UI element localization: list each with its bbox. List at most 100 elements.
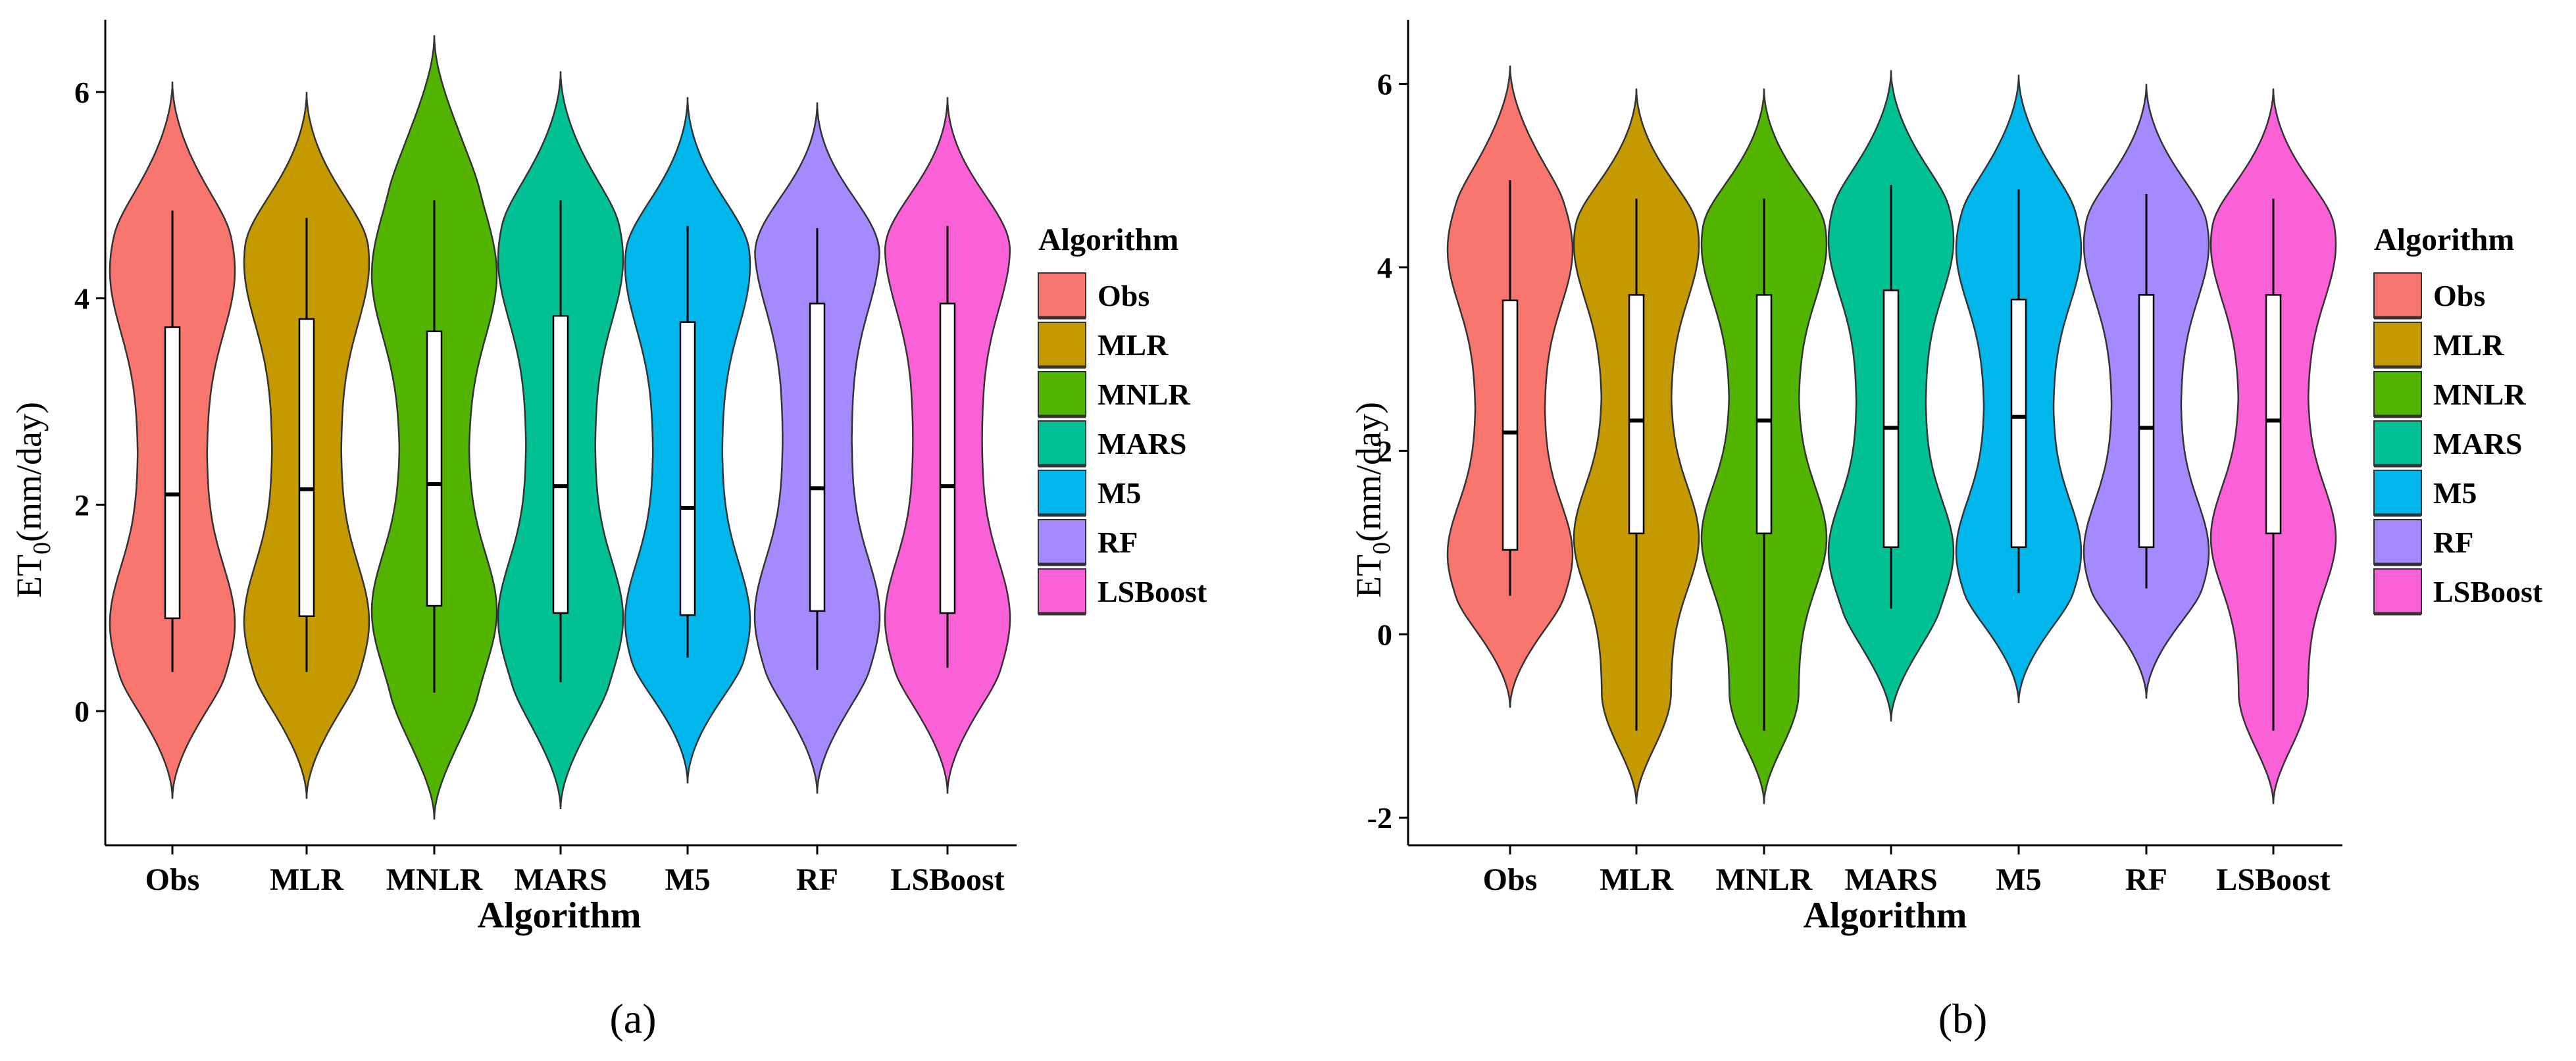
y-tick-label: -2: [1367, 801, 1392, 835]
x-axis-title: Algorithm: [1804, 895, 1967, 936]
legend-label: RF: [1098, 526, 1138, 559]
x-tick-label: MNLR: [1716, 862, 1813, 897]
x-tick-label: MARS: [1844, 862, 1937, 897]
violin-mars: [497, 71, 624, 810]
violin-obs: [109, 82, 236, 799]
legend-swatch: [1038, 272, 1086, 318]
y-tick-label: 0: [74, 695, 89, 728]
iqr-box: [809, 303, 826, 612]
violin-rf: [753, 102, 881, 794]
iqr-box: [298, 318, 315, 617]
panel-caption: (b): [1938, 995, 1988, 1042]
legend-label: RF: [2433, 526, 2473, 559]
x-axis-title: Algorithm: [478, 895, 642, 936]
legend-item-mlr: MLR: [1038, 322, 1169, 369]
violin-mnlr: [1700, 88, 1828, 804]
x-tick-label: MLR: [1600, 862, 1674, 897]
y-tick-label: 4: [74, 282, 89, 316]
legend-swatch: [2373, 568, 2422, 614]
legend: Algorithm Obs MLR MNLR MARS M5 RF LSBoost: [1038, 222, 1207, 616]
iqr-box: [1755, 294, 1773, 535]
iqr-box: [1628, 294, 1645, 535]
x-tick-label: Obs: [1483, 862, 1538, 897]
legend-item-mnlr: MNLR: [1038, 371, 1190, 418]
legend-label: M5: [1098, 476, 1141, 510]
violin-lsboost: [884, 97, 1011, 794]
y-axis-title: ET0(mm/day): [1349, 402, 1396, 598]
legend-swatch: [2373, 420, 2422, 466]
legend-swatch: [1038, 470, 1086, 516]
legend-item-obs: Obs: [1038, 272, 1149, 320]
iqr-box: [2138, 294, 2155, 549]
legend-label: MNLR: [2433, 378, 2526, 411]
violin-mlr: [243, 91, 370, 799]
legend-item-lsboost: LSBoost: [1038, 568, 1207, 616]
iqr-box: [426, 330, 443, 607]
x-tick-label: LSBoost: [2216, 862, 2330, 897]
violin-lsboost: [2210, 88, 2337, 804]
legend-swatch: [1038, 519, 1086, 565]
legend-item-mlr: MLR: [2373, 322, 2504, 369]
legend-item-mars: MARS: [1038, 420, 1186, 468]
y-tick-label: 4: [1377, 251, 1392, 285]
legend-label: MLR: [1098, 328, 1169, 362]
violin-mars: [1827, 70, 1955, 722]
violin-rf: [2083, 84, 2210, 699]
legend-swatch: [1038, 322, 1086, 368]
legend-label: LSBoost: [1098, 575, 1207, 608]
legend-label: LSBoost: [2433, 575, 2543, 608]
legend-label: MARS: [1098, 427, 1186, 460]
y-tick-label: 6: [74, 76, 89, 109]
panel-a: 0 2 4 6 ET0(mm/day) Obs MLR MNLR MARS M5 RF LSBoost…: [9, 20, 1207, 1042]
iqr-box: [939, 303, 956, 614]
legend: Algorithm Obs MLR MNLR MARS M5 RF LSBoost: [2373, 222, 2543, 616]
x-tick-label: RF: [2125, 862, 2167, 897]
legend-swatch: [1038, 568, 1086, 614]
legend-swatch: [1038, 420, 1086, 466]
y-axis-title: ET0(mm/day): [9, 402, 56, 598]
violin-obs: [1446, 65, 1574, 708]
iqr-box: [679, 321, 696, 616]
legend-label: MLR: [2433, 328, 2504, 362]
legend-item-m5: M5: [2373, 470, 2477, 517]
x-tick-label: Obs: [145, 862, 200, 897]
legend-item-obs: Obs: [2373, 272, 2485, 320]
legend-item-m5: M5: [1038, 470, 1141, 517]
legend-label: Obs: [2433, 279, 2485, 312]
legend-title: Algorithm: [2374, 222, 2514, 257]
iqr-box: [552, 314, 569, 614]
legend-item-mars: MARS: [2373, 420, 2522, 468]
x-tick-label: M5: [665, 862, 710, 897]
iqr-box: [2010, 299, 2027, 549]
iqr-box: [164, 326, 181, 620]
legend-label: M5: [2433, 476, 2477, 510]
y-tick-label: 6: [1377, 68, 1392, 101]
violin-mnlr: [370, 35, 498, 820]
iqr-box: [1502, 299, 1519, 551]
x-tick-label: MARS: [514, 862, 607, 897]
legend-title: Algorithm: [1038, 222, 1178, 257]
panel-caption: (a): [609, 995, 656, 1042]
legend-item-mnlr: MNLR: [2373, 371, 2526, 418]
legend-label: Obs: [1098, 279, 1149, 312]
legend-item-rf: RF: [2373, 519, 2473, 566]
legend-item-lsboost: LSBoost: [2373, 568, 2543, 616]
iqr-box: [1882, 289, 1900, 549]
legend-item-rf: RF: [1038, 519, 1138, 566]
x-tick-label: RF: [796, 862, 838, 897]
legend-swatch: [2373, 470, 2422, 516]
violin-mlr: [1573, 88, 1700, 804]
legend-label: MARS: [2433, 427, 2522, 460]
legend-swatch: [2373, 272, 2422, 318]
x-tick-label: MNLR: [386, 862, 484, 897]
legend-swatch: [2373, 371, 2422, 417]
legend-swatch: [2373, 519, 2422, 565]
legend-swatch: [2373, 322, 2422, 368]
x-tick-label: LSBoost: [890, 862, 1004, 897]
violin-m5: [624, 97, 751, 783]
legend-label: MNLR: [1098, 378, 1190, 411]
legend-swatch: [1038, 371, 1086, 417]
violin-m5: [1955, 74, 2083, 703]
y-tick-label: 0: [1377, 618, 1392, 651]
